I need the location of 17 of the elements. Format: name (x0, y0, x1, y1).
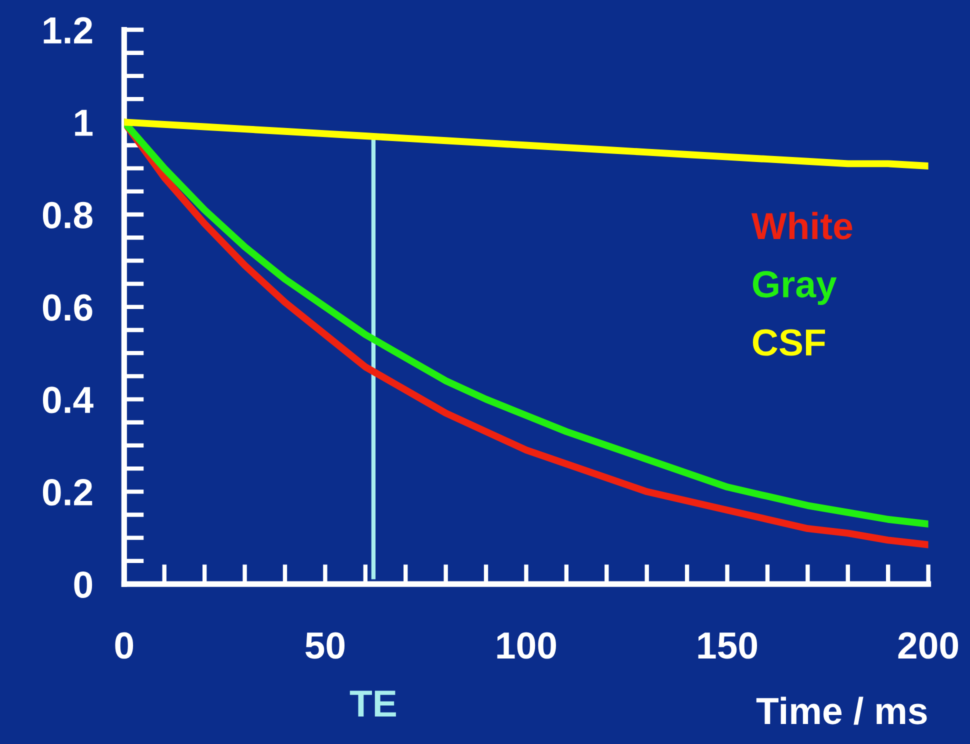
x-tick-label: 100 (497, 632, 556, 659)
text: CSF (752, 329, 826, 356)
x-tick-label: 200 (898, 632, 958, 659)
y-tick-label: 0.2 (42, 479, 92, 506)
y-tick-label: 1 (75, 110, 93, 136)
text: White (751, 212, 852, 240)
y-tick-label: 0 (74, 571, 92, 598)
x-tick-label: 50 (305, 632, 345, 659)
ref-line-label: TE (350, 690, 396, 717)
x-tick-label: 0 (115, 632, 134, 659)
y-tick-label: 0.4 (42, 386, 94, 414)
y-tick-label: 0.8 (42, 202, 92, 228)
y-tick-label: 1.2 (44, 17, 92, 44)
x-axis-title: Time / ms (756, 696, 927, 725)
text: Gray (752, 271, 837, 305)
y-tick-label: 0.6 (42, 294, 92, 321)
x-tick-label: 150 (698, 632, 758, 659)
